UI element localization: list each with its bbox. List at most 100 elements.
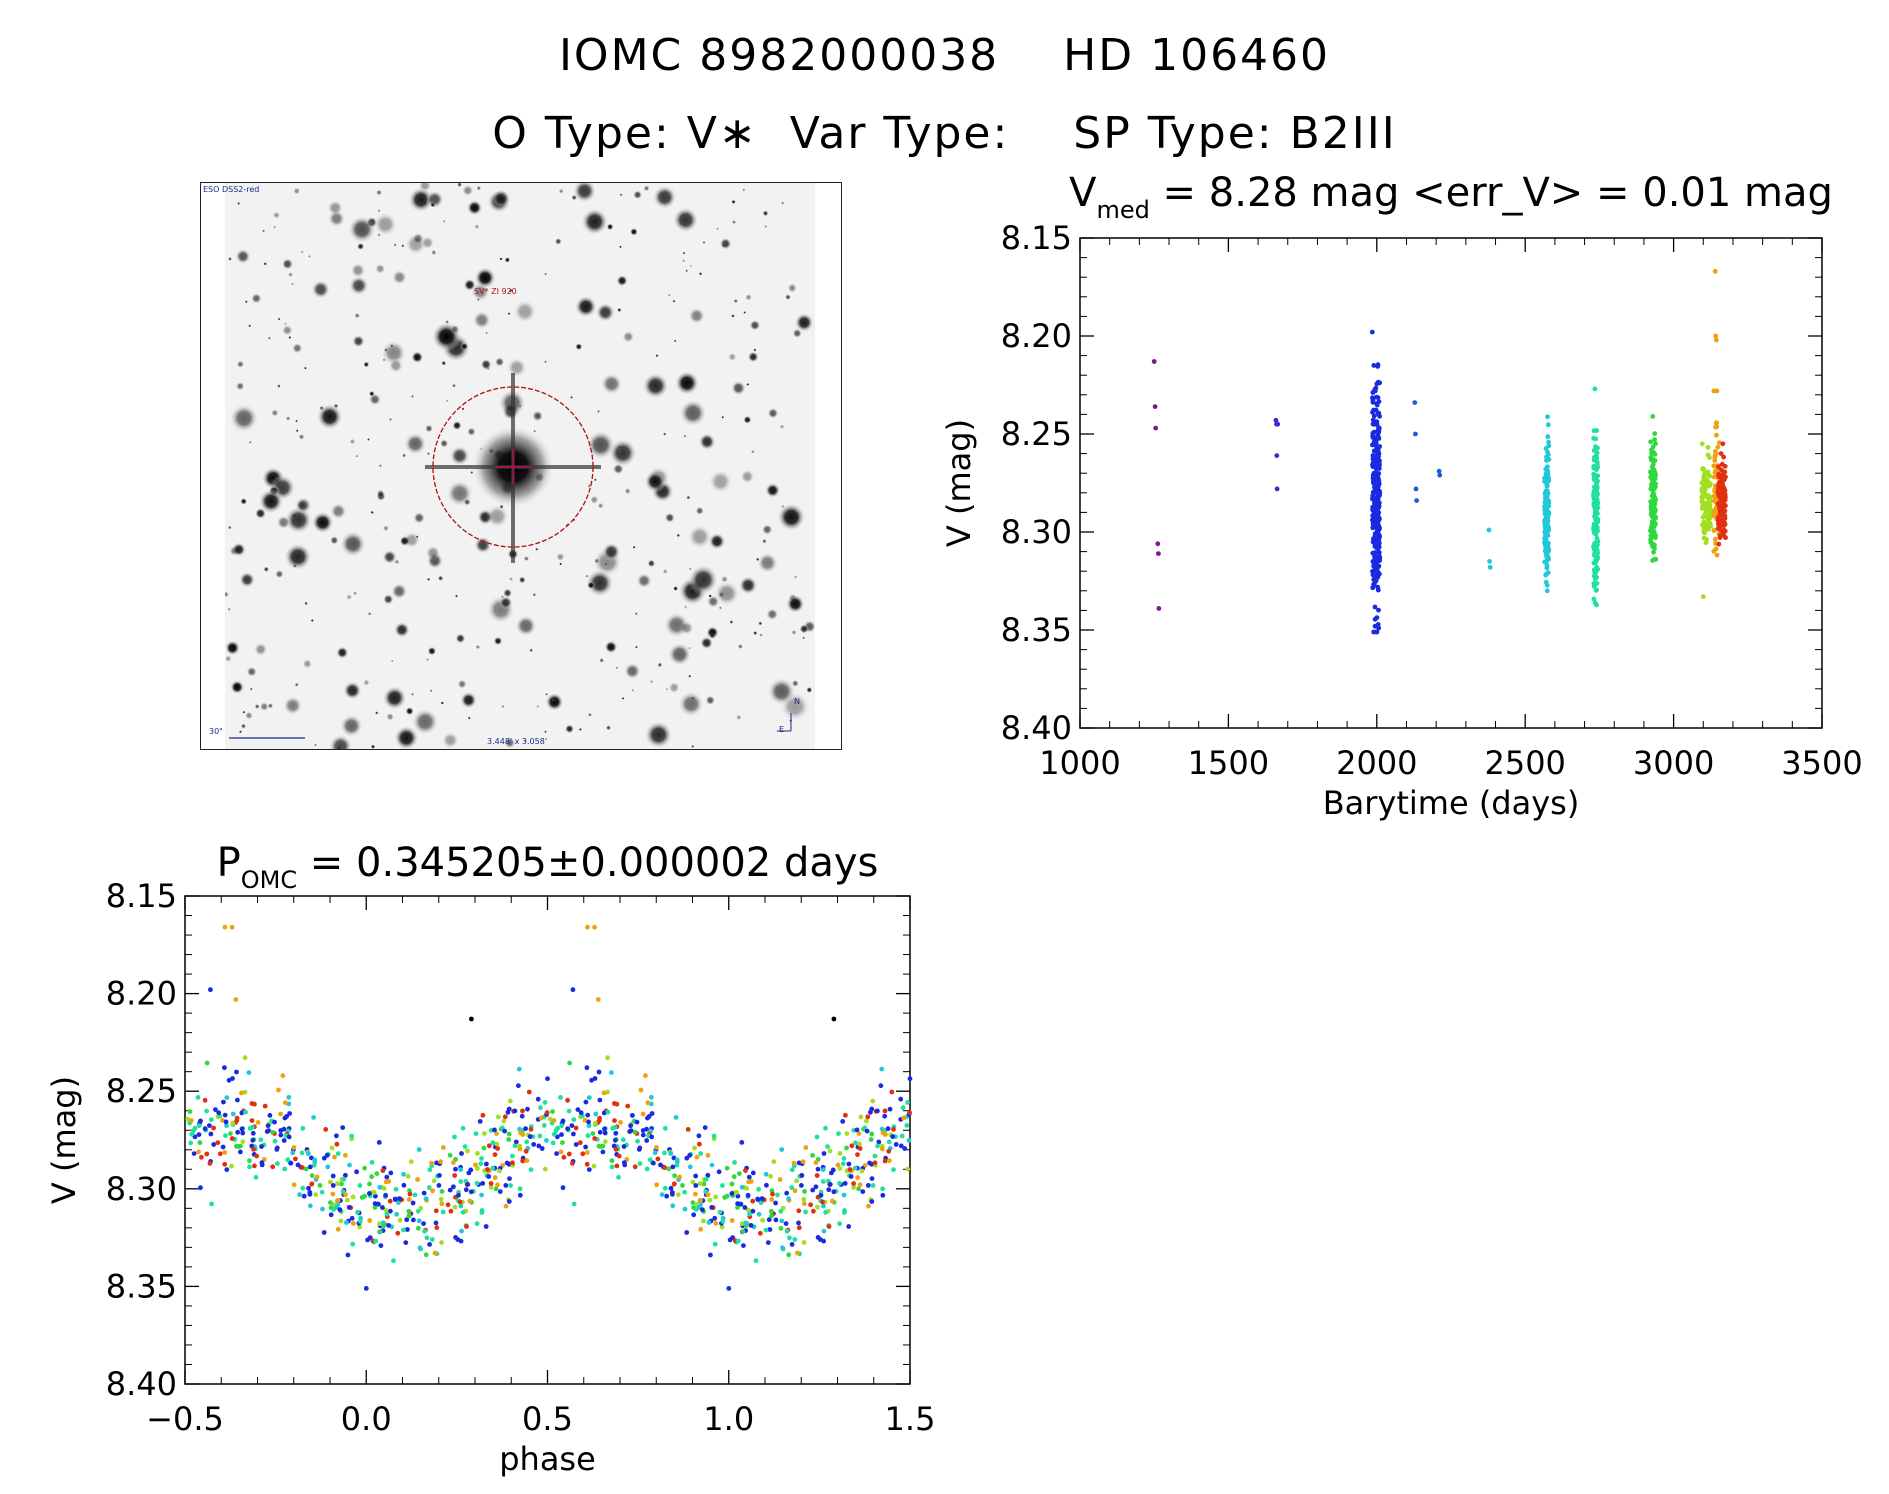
data-point xyxy=(323,1127,329,1132)
data-point xyxy=(586,1123,592,1129)
data-point xyxy=(523,1148,529,1154)
data-point xyxy=(740,1229,746,1234)
sky-star xyxy=(327,199,344,216)
sky-star xyxy=(452,420,462,431)
sky-star xyxy=(649,679,654,684)
data-point xyxy=(349,1215,355,1221)
sky-star xyxy=(629,227,638,236)
sky-star xyxy=(679,620,694,636)
data-point xyxy=(377,1229,383,1234)
data-point xyxy=(682,1206,688,1212)
data-point xyxy=(717,1209,723,1215)
data-point xyxy=(1544,458,1549,463)
data-point xyxy=(520,1132,526,1137)
data-point xyxy=(367,1191,372,1196)
data-point xyxy=(439,1189,445,1194)
sky-star xyxy=(281,324,293,336)
sky-star xyxy=(430,249,437,256)
data-point xyxy=(846,1224,852,1229)
sky-star xyxy=(307,254,311,258)
data-point xyxy=(1704,537,1709,542)
data-point xyxy=(841,1192,847,1198)
data-point xyxy=(654,1145,659,1150)
data-point xyxy=(755,1197,761,1202)
data-point xyxy=(551,1118,557,1123)
data-point xyxy=(1375,464,1380,470)
data-point xyxy=(1720,481,1725,487)
data-point xyxy=(250,1124,256,1130)
data-point xyxy=(803,1209,808,1215)
data-point xyxy=(222,1161,228,1167)
data-point xyxy=(434,1225,440,1231)
data-point xyxy=(460,1125,466,1131)
data-point xyxy=(1370,472,1376,478)
sky-star xyxy=(442,219,446,223)
sky-star xyxy=(259,701,269,712)
sky-star xyxy=(619,245,622,249)
data-point xyxy=(209,1201,215,1207)
data-point xyxy=(1156,606,1162,611)
data-point xyxy=(335,1226,341,1232)
data-point xyxy=(753,1258,759,1264)
y-tick-label: 8.20 xyxy=(106,975,177,1013)
data-point xyxy=(760,1217,765,1223)
data-point xyxy=(307,1190,313,1195)
data-point xyxy=(709,1162,715,1168)
data-point xyxy=(276,1087,281,1093)
sky-star xyxy=(351,334,365,348)
data-point xyxy=(508,1183,513,1188)
sky-star xyxy=(708,594,712,598)
data-point xyxy=(748,1223,754,1228)
data-point xyxy=(827,1148,833,1154)
data-point xyxy=(228,1131,233,1136)
data-point xyxy=(596,1069,602,1075)
data-point xyxy=(1723,503,1728,509)
data-point xyxy=(1702,522,1708,528)
data-point xyxy=(321,1155,327,1161)
sky-star xyxy=(767,677,796,706)
data-point xyxy=(1720,472,1726,478)
sky-star xyxy=(683,434,687,438)
data-point xyxy=(270,1129,275,1135)
data-point xyxy=(616,1174,621,1180)
sky-star xyxy=(617,307,622,313)
sky-star xyxy=(593,478,597,482)
data-point xyxy=(303,1166,309,1172)
data-point xyxy=(493,1186,499,1192)
data-point xyxy=(630,1113,635,1118)
data-point xyxy=(1372,604,1378,610)
sky-star xyxy=(688,567,692,571)
sky-star xyxy=(294,682,299,687)
data-point xyxy=(480,1112,486,1118)
data-point xyxy=(773,1217,779,1223)
data-point xyxy=(436,1183,442,1188)
data-point xyxy=(720,1183,725,1188)
sky-star xyxy=(346,594,353,600)
data-point xyxy=(763,1227,769,1233)
sky-star xyxy=(535,547,539,551)
data-point xyxy=(856,1186,861,1192)
data-point xyxy=(1713,337,1719,343)
data-point xyxy=(516,1066,522,1072)
data-point xyxy=(879,1126,885,1132)
data-point xyxy=(465,1182,471,1187)
data-point xyxy=(770,1191,775,1197)
sky-star xyxy=(806,686,813,694)
data-point xyxy=(1437,472,1443,478)
data-point xyxy=(901,1115,907,1121)
data-point xyxy=(855,1175,861,1180)
sky-star xyxy=(401,453,407,458)
data-point xyxy=(1713,497,1718,503)
data-point xyxy=(525,1106,530,1112)
data-point xyxy=(1716,492,1722,498)
y-tick-label: 8.15 xyxy=(106,877,177,915)
sky-star xyxy=(554,237,562,246)
data-point xyxy=(490,1165,496,1171)
sky-star xyxy=(761,524,773,536)
data-point xyxy=(1545,543,1551,549)
data-point xyxy=(523,1126,528,1131)
sky-star xyxy=(449,445,470,466)
data-point xyxy=(234,1069,239,1075)
sky-star xyxy=(302,658,313,669)
sky-star xyxy=(716,227,719,231)
